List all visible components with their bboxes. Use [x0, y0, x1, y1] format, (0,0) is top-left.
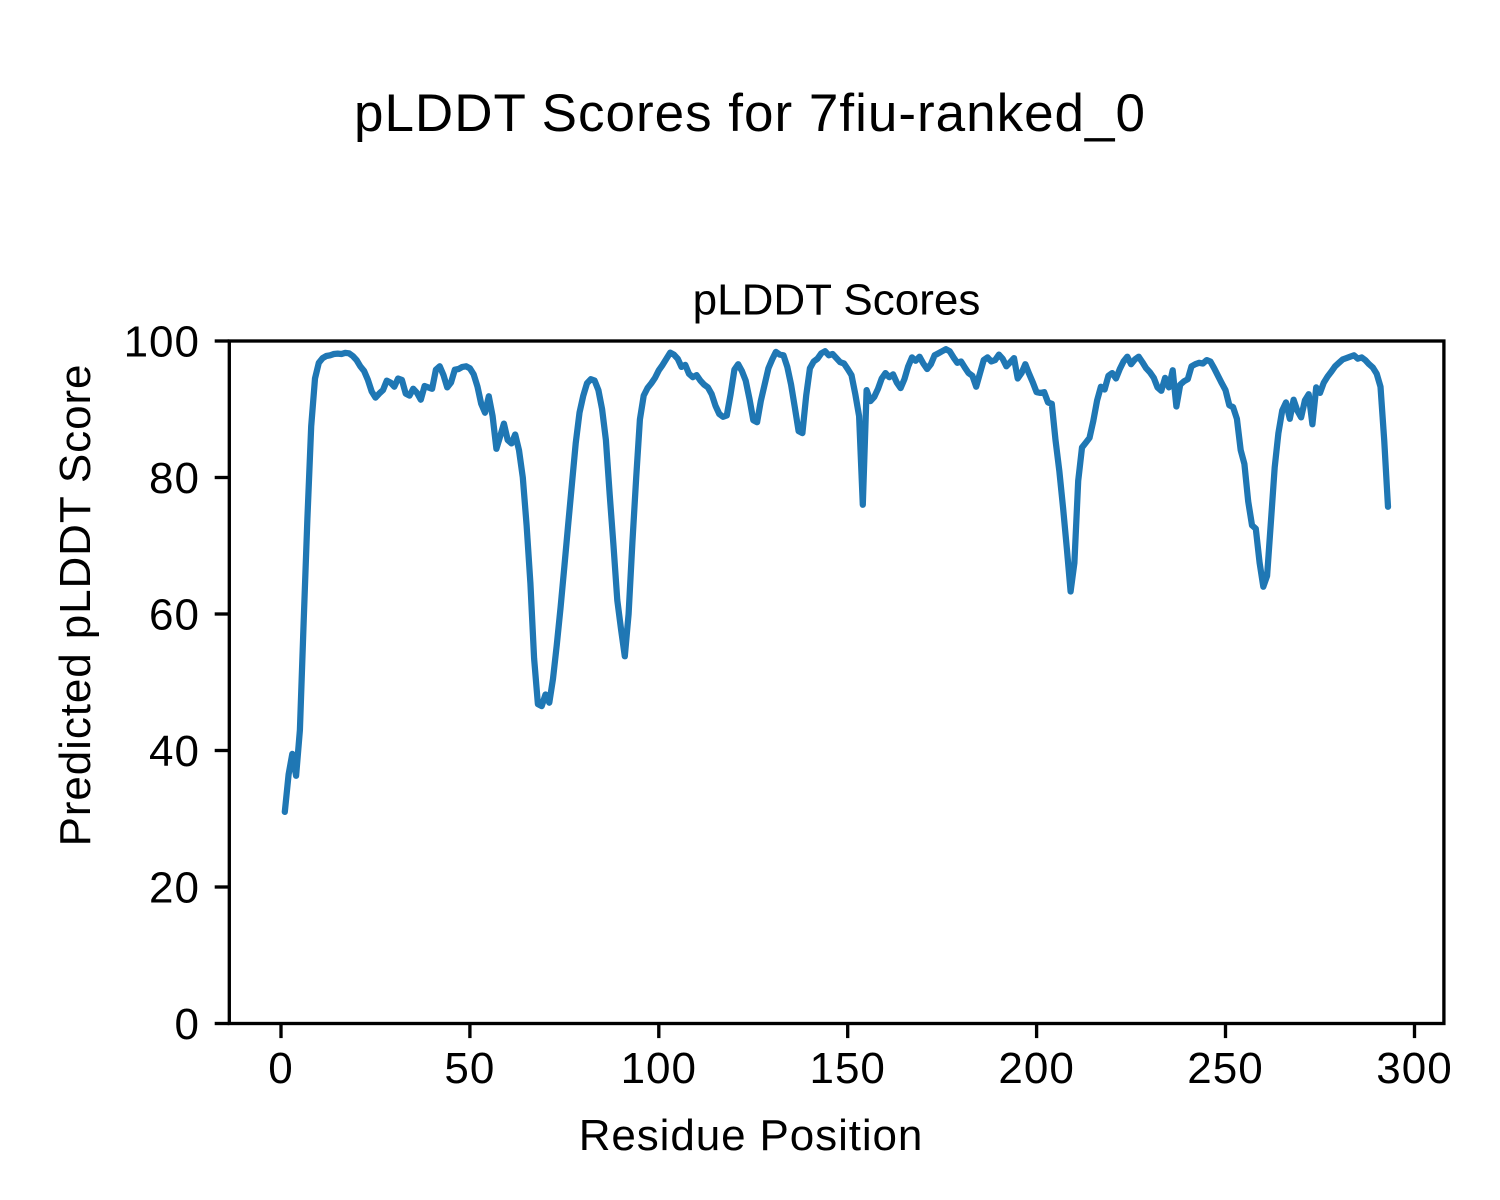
svg-text:200: 200: [998, 1044, 1074, 1093]
svg-text:Predicted pLDDT Score: Predicted pLDDT Score: [51, 364, 100, 847]
svg-text:80: 80: [149, 454, 200, 503]
svg-text:pLDDT Scores: pLDDT Scores: [693, 276, 981, 325]
svg-text:250: 250: [1187, 1044, 1263, 1093]
svg-text:50: 50: [444, 1044, 495, 1093]
svg-text:0: 0: [175, 1000, 200, 1049]
svg-text:300: 300: [1376, 1044, 1452, 1093]
svg-text:40: 40: [149, 727, 200, 776]
svg-text:Residue Position: Residue Position: [579, 1111, 924, 1160]
svg-text:100: 100: [621, 1044, 697, 1093]
svg-text:pLDDT Scores for 7fiu-ranked_0: pLDDT Scores for 7fiu-ranked_0: [354, 84, 1146, 143]
svg-text:60: 60: [149, 590, 200, 639]
svg-text:20: 20: [149, 863, 200, 912]
svg-text:150: 150: [809, 1044, 885, 1093]
svg-text:100: 100: [124, 317, 200, 366]
svg-text:0: 0: [268, 1044, 293, 1093]
